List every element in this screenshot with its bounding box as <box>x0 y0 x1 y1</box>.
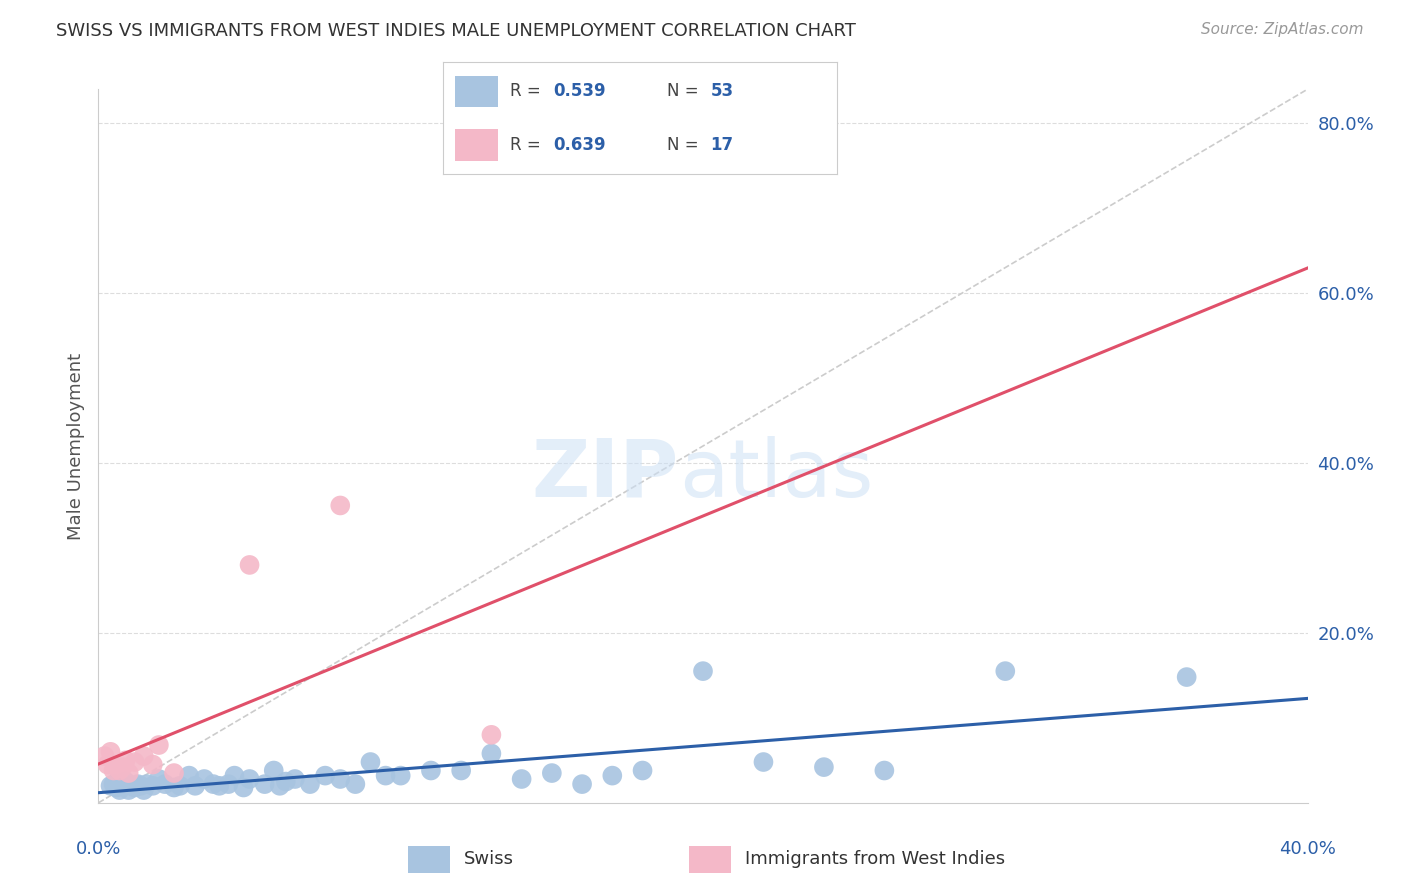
Text: Swiss: Swiss <box>464 849 515 868</box>
Point <box>93 749 115 764</box>
Point <box>169 779 191 793</box>
Point <box>232 780 254 795</box>
Bar <box>454 76 498 107</box>
Point <box>299 777 322 791</box>
Point <box>1175 670 1198 684</box>
Point <box>179 769 201 783</box>
Point <box>329 772 352 786</box>
Point <box>148 738 170 752</box>
Point <box>114 774 136 789</box>
Text: R =: R = <box>510 136 546 154</box>
Point <box>481 747 503 761</box>
Text: Immigrants from West Indies: Immigrants from West Indies <box>745 849 1005 868</box>
Point <box>284 772 307 786</box>
Point <box>108 783 131 797</box>
Point <box>135 777 157 791</box>
Point <box>118 766 141 780</box>
Point <box>420 764 443 778</box>
Point <box>374 769 396 783</box>
Point <box>163 780 186 795</box>
Point <box>224 769 246 783</box>
Point <box>105 780 128 795</box>
Point <box>631 764 654 778</box>
Bar <box>408 847 450 873</box>
Point <box>96 757 118 772</box>
Point <box>124 755 146 769</box>
Point <box>389 769 412 783</box>
Text: Source: ZipAtlas.com: Source: ZipAtlas.com <box>1201 22 1364 37</box>
Text: 40.0%: 40.0% <box>1279 839 1336 858</box>
Point <box>118 783 141 797</box>
Point <box>314 769 336 783</box>
Point <box>132 783 155 797</box>
Text: SWISS VS IMMIGRANTS FROM WEST INDIES MALE UNEMPLOYMENT CORRELATION CHART: SWISS VS IMMIGRANTS FROM WEST INDIES MAL… <box>56 22 856 40</box>
Point <box>153 777 176 791</box>
Point <box>100 779 122 793</box>
Point <box>202 777 225 791</box>
Bar <box>454 129 498 161</box>
Text: ZIP: ZIP <box>531 435 679 514</box>
Point <box>124 780 146 795</box>
Point <box>103 777 125 791</box>
Point <box>873 764 896 778</box>
Point <box>253 777 276 791</box>
Point <box>121 779 143 793</box>
Text: atlas: atlas <box>679 435 873 514</box>
Point <box>111 779 134 793</box>
Bar <box>689 847 731 873</box>
Point <box>269 779 291 793</box>
Point <box>263 764 285 778</box>
Point <box>752 755 775 769</box>
Point <box>108 764 131 778</box>
Point <box>239 558 262 572</box>
Point <box>148 772 170 786</box>
Point <box>450 764 472 778</box>
Point <box>142 779 165 793</box>
Point <box>129 779 152 793</box>
Point <box>114 753 136 767</box>
Point <box>344 777 367 791</box>
Point <box>692 664 714 678</box>
Point <box>105 760 128 774</box>
Text: N =: N = <box>668 82 704 101</box>
Point <box>142 757 165 772</box>
Point <box>111 760 134 774</box>
Point <box>329 499 352 513</box>
Point <box>510 772 533 786</box>
Point <box>103 764 125 778</box>
Point <box>239 772 262 786</box>
Point <box>602 769 624 783</box>
Text: N =: N = <box>668 136 704 154</box>
Point <box>994 664 1017 678</box>
Point <box>132 749 155 764</box>
Text: 17: 17 <box>710 136 734 154</box>
Point <box>217 777 239 791</box>
Point <box>571 777 593 791</box>
Point <box>193 772 215 786</box>
Text: R =: R = <box>510 82 546 101</box>
Point <box>184 779 207 793</box>
Text: 0.539: 0.539 <box>553 82 606 101</box>
Point <box>127 777 149 791</box>
Text: 0.0%: 0.0% <box>76 839 121 858</box>
Point <box>100 745 122 759</box>
Point <box>274 774 297 789</box>
Point <box>208 779 231 793</box>
Point <box>813 760 835 774</box>
Point <box>163 766 186 780</box>
Point <box>360 755 382 769</box>
Text: 0.639: 0.639 <box>553 136 606 154</box>
Point <box>481 728 503 742</box>
Text: 53: 53 <box>710 82 734 101</box>
Y-axis label: Male Unemployment: Male Unemployment <box>66 352 84 540</box>
Point <box>540 766 562 780</box>
